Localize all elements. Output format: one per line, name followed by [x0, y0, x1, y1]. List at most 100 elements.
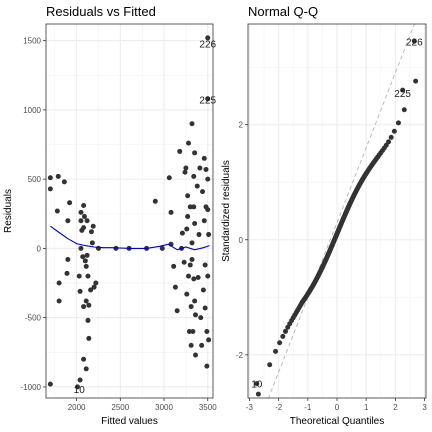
residual-point — [65, 256, 71, 262]
residual-point — [200, 287, 206, 293]
qq-point — [255, 391, 261, 397]
residual-point — [81, 202, 87, 208]
residual-point — [202, 305, 208, 311]
residual-point — [78, 209, 84, 215]
qq-point — [395, 120, 401, 126]
qq-point — [277, 340, 283, 346]
loess-smooth-line — [50, 225, 210, 251]
qq-y-axis-label: Standardized residuals — [221, 160, 232, 262]
residual-point — [205, 273, 211, 279]
residual-point — [204, 363, 210, 369]
rvf-outlier-label: 225 — [199, 95, 216, 106]
residual-point — [205, 96, 211, 102]
rvf-title: Residuals vs Fitted — [46, 4, 156, 19]
residual-point — [189, 256, 195, 262]
residual-point — [177, 148, 183, 154]
qq-x-tick-label: 2 — [393, 403, 398, 412]
residual-point — [185, 193, 191, 199]
qq-point — [401, 107, 407, 113]
rvf-plot-area — [47, 35, 212, 390]
qq-point — [273, 348, 279, 354]
residual-point — [74, 384, 80, 390]
residual-point — [198, 315, 204, 321]
residual-point — [89, 240, 95, 246]
residual-point — [201, 218, 207, 224]
rvf-y-tick-label: -1000 — [21, 383, 42, 392]
residual-point — [186, 329, 192, 335]
residual-point — [168, 209, 174, 215]
residual-point — [201, 155, 207, 161]
residual-point — [84, 252, 90, 258]
qq-plot-area — [254, 24, 419, 398]
residual-point — [193, 352, 199, 358]
residual-point — [184, 291, 190, 297]
qq-y-tick-label: 0 — [239, 236, 244, 245]
residual-point — [194, 183, 200, 189]
residual-point — [193, 312, 199, 318]
residual-point — [54, 208, 60, 214]
residual-point — [56, 298, 62, 304]
residual-point — [91, 284, 97, 290]
residual-point — [187, 204, 193, 210]
rvf-y-axis-label: Residuals — [3, 189, 14, 233]
residual-point — [77, 288, 83, 294]
qq-x-tick-label: 1 — [364, 403, 369, 412]
rvf-y-tick-label: 0 — [37, 244, 42, 253]
residual-point — [159, 245, 165, 251]
residual-point — [204, 329, 210, 335]
residual-point — [202, 262, 208, 268]
residual-point — [88, 287, 94, 293]
residual-point — [64, 270, 70, 276]
residual-point — [83, 298, 89, 304]
residual-point — [179, 230, 185, 236]
rvf-panel: Residuals vs Fitted 2000 2500 3000 3500 -1000… — [3, 4, 217, 427]
residual-point — [80, 254, 86, 260]
qq-point — [413, 78, 419, 84]
qq-y-tick-label: 2 — [239, 121, 244, 130]
qq-point — [391, 128, 397, 134]
qq-x-tick-label: 3 — [422, 403, 427, 412]
residual-point — [184, 226, 190, 232]
qq-x-tick-label: -2 — [275, 403, 283, 412]
residual-point — [61, 179, 67, 185]
residual-point — [195, 274, 201, 280]
qq-outlier-label: 226 — [406, 37, 423, 48]
residual-point — [206, 337, 212, 343]
residual-point — [56, 280, 62, 286]
rvf-outlier-label: 10 — [74, 385, 86, 396]
residual-point — [205, 176, 211, 182]
residual-point — [81, 356, 87, 362]
residual-point — [172, 284, 178, 290]
rvf-x-tick-label: 2000 — [68, 403, 86, 412]
qq-point — [267, 362, 273, 368]
rvf-plot-background — [46, 24, 213, 398]
residual-point — [191, 276, 197, 282]
residual-point — [76, 273, 82, 279]
residual-point — [187, 262, 193, 268]
qq-x-tick-label: -3 — [246, 403, 254, 412]
residual-point — [185, 214, 191, 220]
rvf-y-tick-label: 1000 — [23, 106, 41, 115]
residual-point — [171, 263, 177, 269]
residual-point — [192, 150, 198, 156]
qq-point — [386, 139, 392, 145]
residual-point — [182, 169, 188, 175]
residual-point — [86, 335, 92, 341]
residual-point — [188, 304, 194, 310]
residual-point — [81, 304, 87, 310]
residual-point — [47, 381, 53, 387]
residual-point — [203, 166, 209, 172]
residual-point — [199, 342, 205, 348]
qq-point — [280, 333, 286, 339]
qq-point — [282, 328, 288, 334]
qq-outlier-point — [411, 38, 417, 44]
qq-outlier-label: 10 — [251, 380, 263, 391]
residual-point — [174, 308, 180, 314]
rvf-outlier-label: 226 — [199, 39, 216, 50]
qq-outlier-point — [400, 87, 406, 93]
rvf-y-tick-label: -500 — [25, 314, 42, 323]
residual-point — [67, 200, 73, 206]
rvf-x-axis-label: Fitted values — [101, 416, 158, 427]
residual-point — [93, 280, 99, 286]
qq-x-tick-label: 0 — [335, 403, 340, 412]
